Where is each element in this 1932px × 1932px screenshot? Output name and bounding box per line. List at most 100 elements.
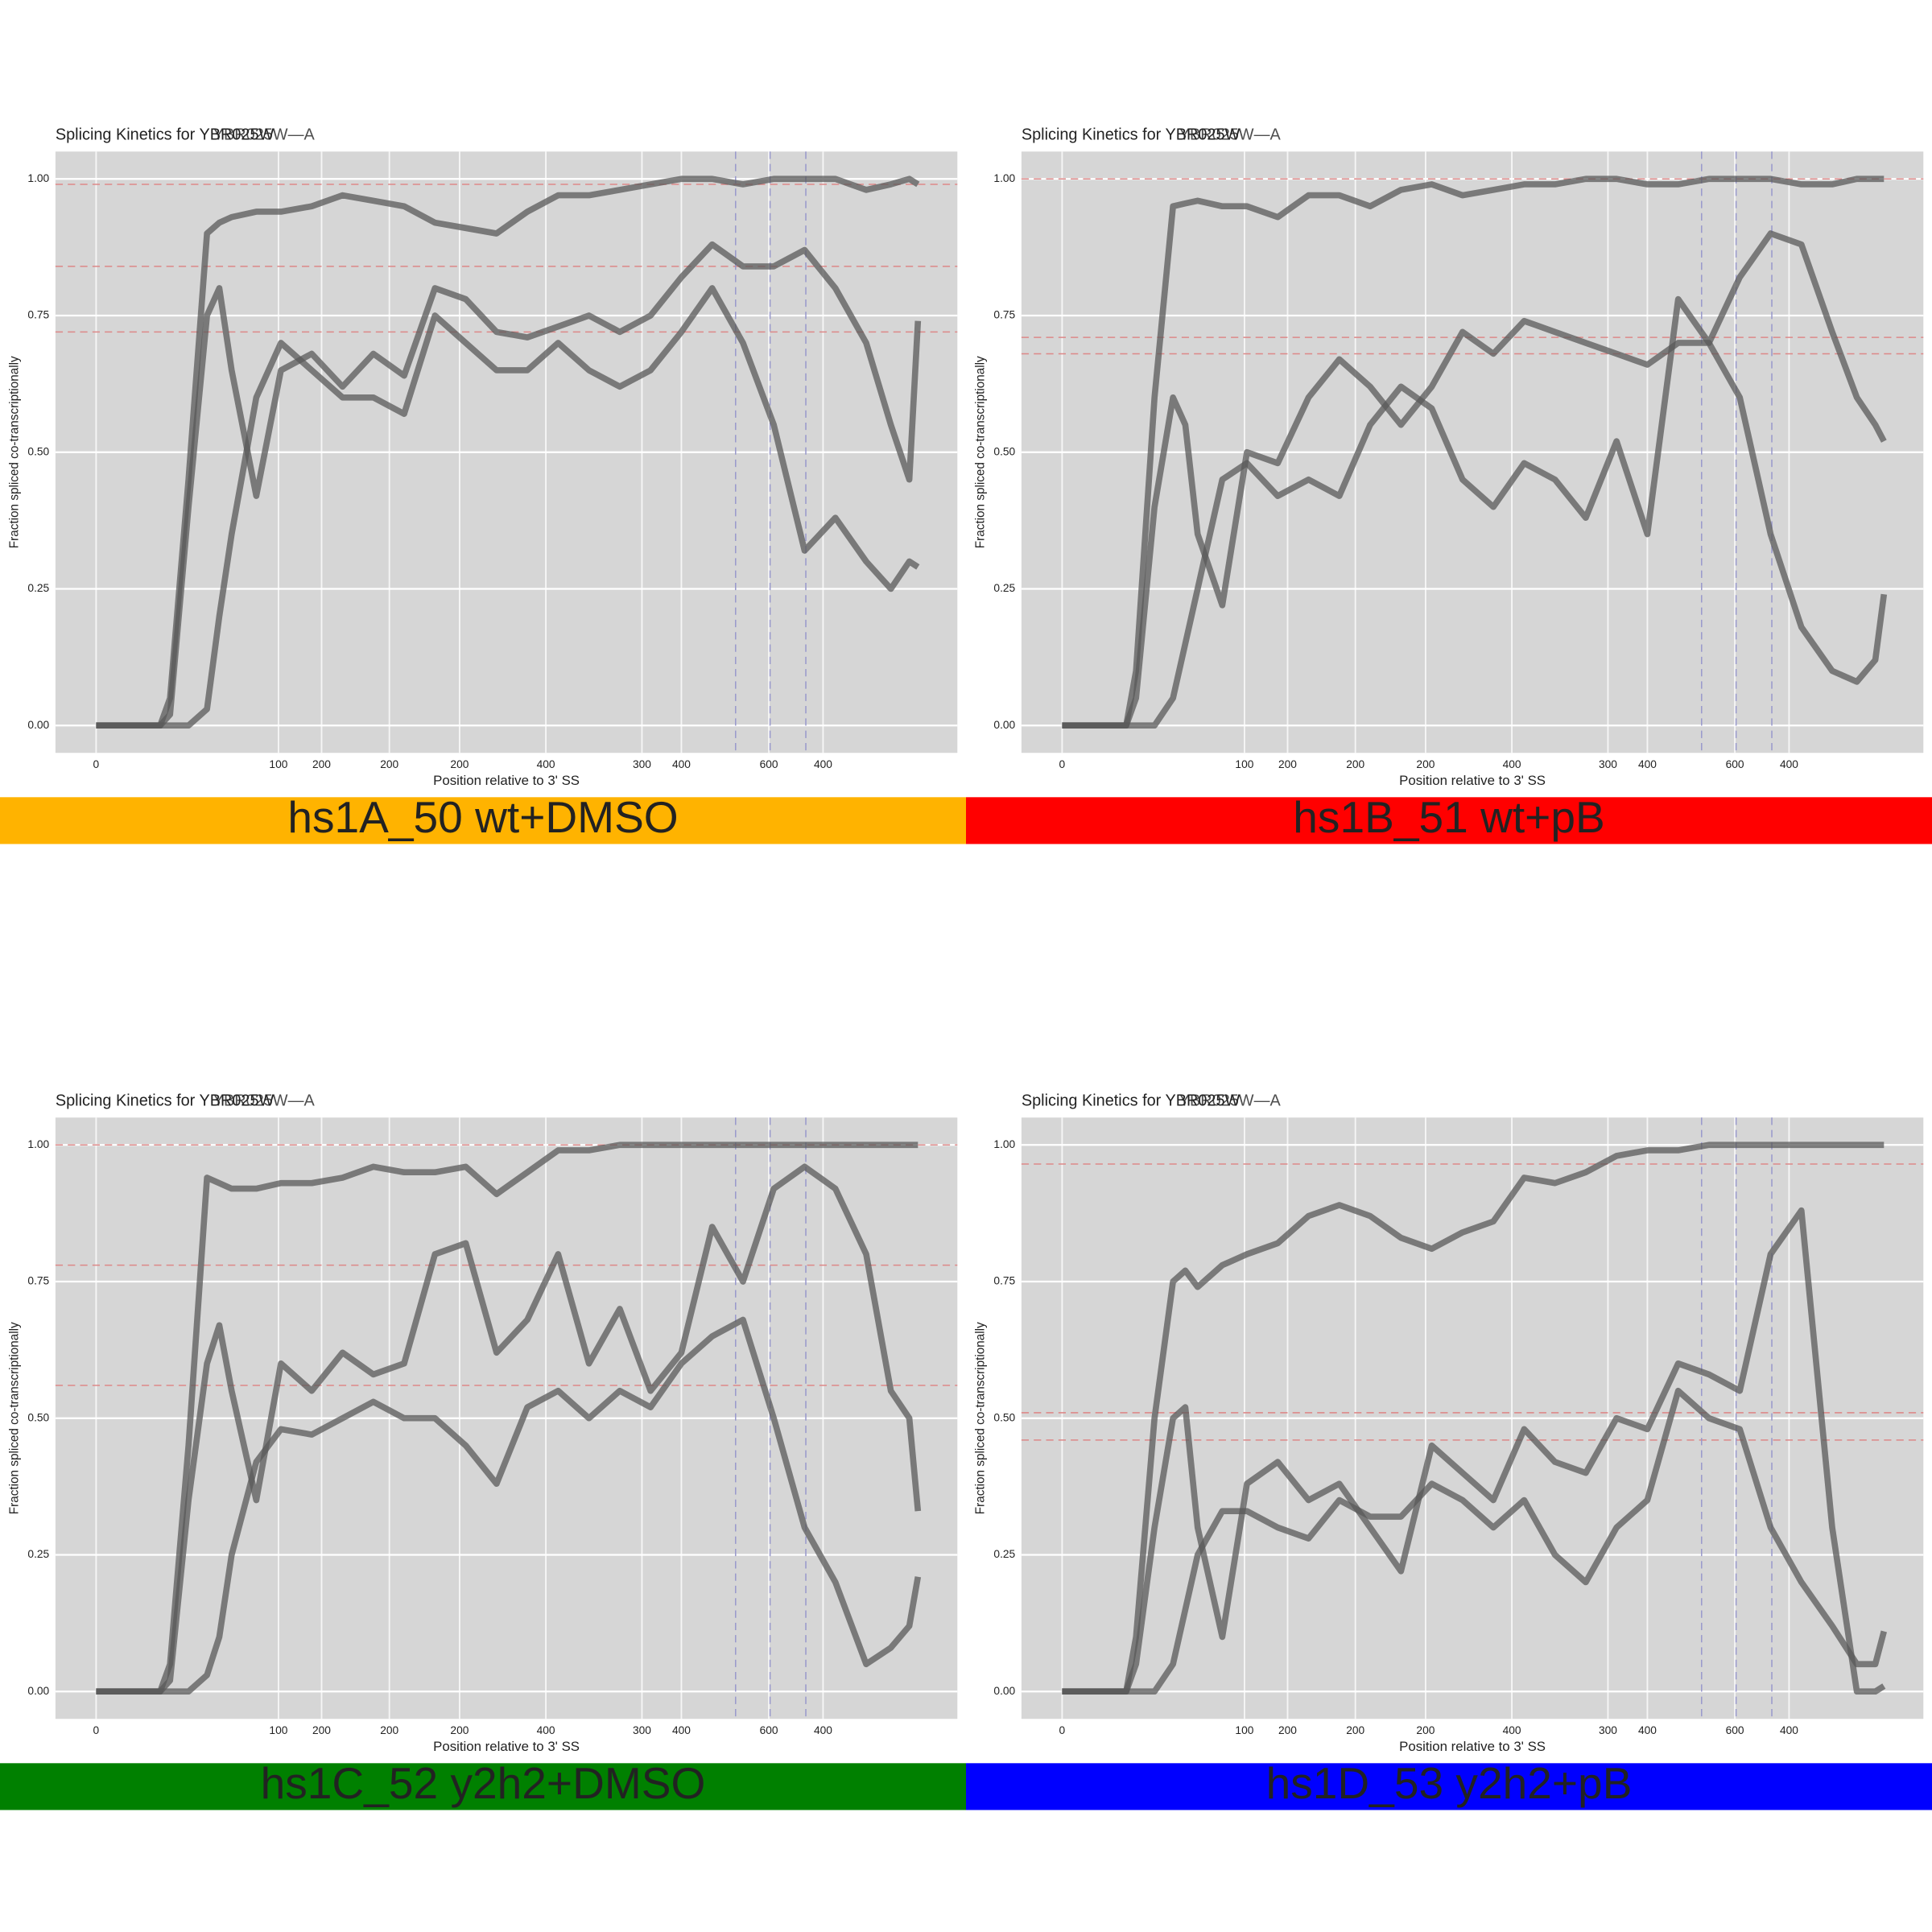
x-tick-label: 200	[312, 1724, 331, 1736]
y-tick-label: 1.00	[27, 172, 49, 184]
series-line	[1062, 317, 1888, 729]
x-axis-label: Position relative to 3' SS	[433, 773, 580, 788]
x-tick-label: 400	[814, 758, 832, 770]
y-tick-label: 0.75	[27, 309, 49, 321]
x-tick-label: 100	[269, 758, 287, 770]
y-tick-label: 0.50	[27, 445, 49, 457]
chart-title: Splicing Kinetics for YBR025W	[56, 1092, 275, 1110]
y-axis-label: Fraction spliced co-transcriptionally	[973, 356, 987, 548]
x-tick-label: 0	[1059, 1724, 1066, 1736]
chart-title: Splicing Kinetics for YBR025W	[1022, 1092, 1241, 1110]
banner-label: hs1B_51 wt+pB	[1293, 792, 1604, 842]
x-axis-label: Position relative to 3' SS	[433, 1739, 580, 1754]
y-tick-label: 0.25	[27, 1548, 49, 1560]
x-tick-label: 200	[1346, 1724, 1364, 1736]
x-tick-label: 200	[1346, 758, 1364, 770]
series-line	[1062, 1207, 1886, 1695]
y-tick-label: 0.00	[993, 719, 1015, 731]
title-overlay: YBR025W—A	[213, 126, 316, 144]
y-tick-label: 0.75	[993, 1275, 1015, 1287]
x-tick-label: 200	[450, 1724, 469, 1736]
series-line	[96, 1163, 922, 1695]
x-tick-label: 600	[760, 1724, 778, 1736]
y-tick-label: 0.00	[27, 719, 49, 731]
x-tick-label: 400	[1638, 758, 1657, 770]
title-overlay: YBR025W—A	[1179, 126, 1282, 144]
x-tick-label: 400	[672, 1724, 691, 1736]
panel: 0.00 0.25 0.50 0.75 1.00 0 100 200 200 200 400 300 4…	[0, 126, 966, 844]
x-tick-label: 400	[1503, 758, 1521, 770]
panel: 0.00 0.25 0.50 0.75 1.00 0 100 200 200 200 400 300 4…	[966, 126, 1932, 844]
x-tick-label: 400	[1780, 1724, 1798, 1736]
x-tick-label: 600	[760, 758, 778, 770]
x-tick-label: 100	[1235, 1724, 1253, 1736]
series-line	[96, 1316, 922, 1695]
y-tick-label: 1.00	[27, 1138, 49, 1150]
x-tick-label: 200	[1278, 758, 1297, 770]
series-line	[1062, 1141, 1885, 1695]
x-tick-label: 0	[1059, 758, 1066, 770]
x-tick-label: 400	[672, 758, 691, 770]
y-tick-label: 0.75	[27, 1275, 49, 1287]
x-tick-label: 200	[450, 758, 469, 770]
y-tick-label: 0.25	[993, 582, 1015, 594]
y-axis-label: Fraction spliced co-transcriptionally	[973, 1322, 987, 1514]
y-tick-label: 0.00	[993, 1685, 1015, 1697]
title-overlay: YBR025W—A	[213, 1092, 316, 1110]
series-line	[96, 285, 920, 729]
x-tick-label: 200	[1278, 1724, 1297, 1736]
y-tick-label: 0.00	[27, 1685, 49, 1697]
x-tick-label: 600	[1726, 758, 1744, 770]
x-tick-label: 200	[1416, 1724, 1435, 1736]
banner-label: hs1C_52 y2h2+DMSO	[261, 1758, 706, 1808]
x-tick-label: 400	[537, 758, 555, 770]
panel: 0.00 0.25 0.50 0.75 1.00 0 100 200 200 200 400 300 4…	[0, 1092, 966, 1810]
series-line	[1062, 230, 1887, 729]
banner	[0, 1763, 966, 1810]
x-tick-label: 0	[93, 1724, 100, 1736]
x-axis-label: Position relative to 3' SS	[1399, 1739, 1546, 1754]
x-tick-label: 400	[537, 1724, 555, 1736]
y-tick-label: 1.00	[993, 1138, 1015, 1150]
y-tick-label: 0.75	[993, 309, 1015, 321]
series-line	[1062, 175, 1885, 729]
y-axis-label: Fraction spliced co-transcriptionally	[7, 1322, 21, 1514]
x-tick-label: 400	[1638, 1724, 1657, 1736]
x-tick-label: 200	[380, 758, 398, 770]
y-axis-label: Fraction spliced co-transcriptionally	[7, 356, 21, 548]
y-tick-label: 0.50	[27, 1411, 49, 1423]
x-tick-label: 200	[312, 758, 331, 770]
y-tick-label: 0.25	[993, 1548, 1015, 1560]
series-line	[96, 241, 922, 729]
x-tick-label: 300	[633, 758, 651, 770]
chart-title: Splicing Kinetics for YBR025W	[1022, 126, 1241, 144]
x-tick-label: 100	[1235, 758, 1253, 770]
banner	[0, 797, 966, 844]
y-tick-label: 0.25	[27, 582, 49, 594]
x-tick-label: 300	[633, 1724, 651, 1736]
x-tick-label: 600	[1726, 1724, 1744, 1736]
x-tick-label: 400	[814, 1724, 832, 1736]
banner-label: hs1A_50 wt+DMSO	[287, 792, 678, 842]
chart-title: Splicing Kinetics for YBR025W	[56, 126, 275, 144]
x-axis-label: Position relative to 3' SS	[1399, 773, 1546, 788]
x-tick-label: 300	[1599, 758, 1617, 770]
y-tick-label: 0.50	[993, 445, 1015, 457]
series-line	[96, 175, 920, 729]
banner	[966, 1763, 1932, 1810]
x-tick-label: 300	[1599, 1724, 1617, 1736]
panel: 0.00 0.25 0.50 0.75 1.00 0 100 200 200 200 400 300 4…	[966, 1092, 1932, 1810]
x-tick-label: 200	[380, 1724, 398, 1736]
x-tick-label: 200	[1416, 758, 1435, 770]
banner	[966, 797, 1932, 844]
y-tick-label: 0.50	[993, 1411, 1015, 1423]
x-tick-label: 400	[1503, 1724, 1521, 1736]
banner-label: hs1D_53 y2h2+pB	[1266, 1758, 1633, 1808]
x-tick-label: 100	[269, 1724, 287, 1736]
series-line	[1062, 1387, 1888, 1695]
series-line	[96, 1141, 919, 1695]
y-tick-label: 1.00	[993, 172, 1015, 184]
title-overlay: YBR025W—A	[1179, 1092, 1282, 1110]
x-tick-label: 400	[1780, 758, 1798, 770]
